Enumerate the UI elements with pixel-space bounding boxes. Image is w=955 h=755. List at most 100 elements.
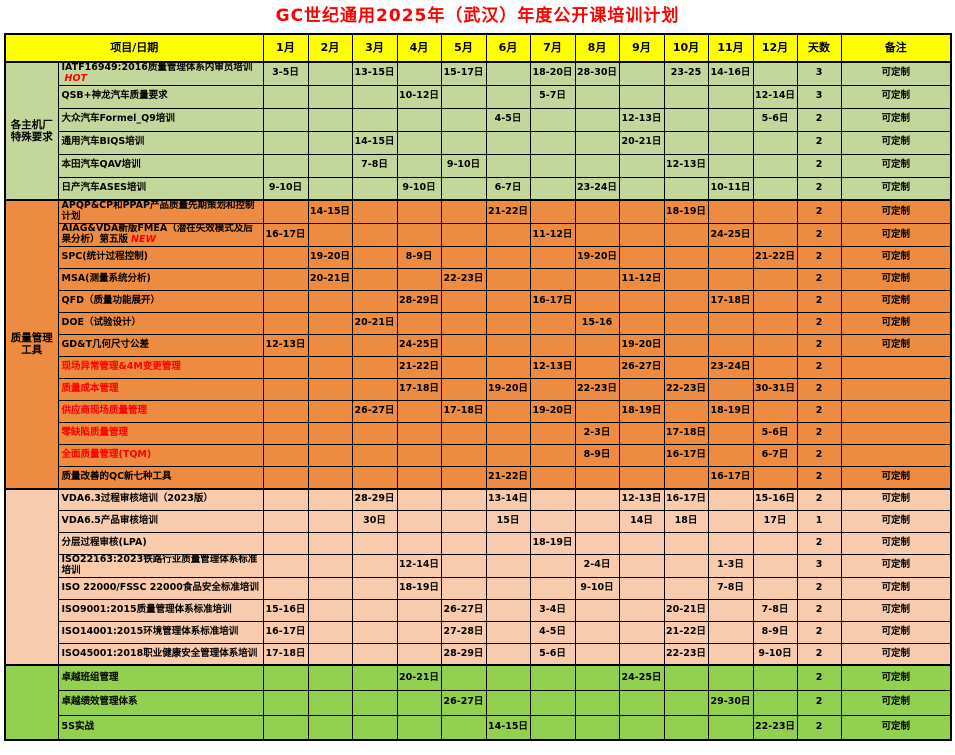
date-cell-month-8: 22-23日	[574, 378, 620, 402]
course-name-text: IATF16949:2016质量管理体系内审员培训	[61, 62, 253, 73]
date-cell-month-3: 28-29日	[351, 487, 398, 512]
date-cell-month-1	[262, 107, 309, 132]
date-cell-month-10	[663, 176, 709, 201]
date-cell-month-8	[574, 107, 620, 132]
date-cell-month-10	[663, 532, 709, 556]
date-cell-month-4	[396, 466, 442, 490]
date-cell-month-2	[307, 487, 353, 512]
date-cell-month-8	[574, 84, 620, 109]
date-cell-month-5: 17-18日	[440, 400, 487, 424]
date-cell-month-2	[307, 689, 353, 716]
date-cell-month-11	[707, 199, 754, 225]
course-name-cell: ISO45001:2018职业健康安全管理体系培训	[57, 642, 264, 666]
date-cell-month-5	[440, 84, 487, 109]
date-cell-month-11	[707, 444, 754, 468]
remark-cell: 可定制	[840, 714, 952, 741]
date-cell-month-1	[262, 714, 309, 741]
date-cell-month-6	[485, 532, 531, 556]
date-cell-month-4: 12-14日	[396, 554, 442, 578]
date-cell-month-4	[396, 60, 442, 86]
group-label-cell: 质量管理工具	[4, 199, 59, 490]
remark-cell: 可定制	[840, 60, 952, 86]
date-cell-month-12	[752, 689, 798, 716]
date-cell-month-3	[351, 576, 398, 600]
date-cell-month-5: 9-10日	[440, 153, 487, 178]
date-cell-month-2	[307, 84, 353, 109]
date-cell-month-1: 16-17日	[262, 620, 309, 644]
date-cell-month-7: 18-19日	[529, 532, 576, 556]
date-cell-month-9	[618, 199, 665, 225]
date-cell-month-9	[618, 714, 665, 741]
remark-cell: 可定制	[840, 487, 952, 512]
course-name-cell: 供应商现场质量管理	[57, 400, 264, 424]
date-cell-month-5	[440, 422, 487, 446]
date-cell-month-2	[307, 642, 353, 666]
date-cell-month-4	[396, 444, 442, 468]
date-cell-month-6	[485, 60, 531, 86]
date-cell-month-8	[574, 466, 620, 490]
course-name-cell: VDA6.3过程审核培训（2023版）	[57, 487, 264, 512]
date-cell-month-8: 8-9日	[574, 444, 620, 468]
table-row: DOE（试验设计） 20-21日 15-16 2 可定制	[5, 312, 952, 336]
remark-cell	[840, 356, 952, 380]
date-cell-month-3	[351, 107, 398, 132]
date-cell-month-9: 18-19日	[618, 400, 665, 424]
days-cell: 2	[796, 334, 842, 358]
date-cell-month-7	[529, 689, 576, 716]
date-cell-month-10: 17-18日	[663, 422, 709, 446]
course-name-cell: QSB+神龙汽车质量要求	[57, 84, 264, 109]
date-cell-month-1	[262, 532, 309, 556]
table-row: 零缺陷质量管理 2-3日 17-18日 5-6日 2	[5, 422, 952, 446]
date-cell-month-7	[529, 130, 576, 155]
date-cell-month-9	[618, 576, 665, 600]
days-cell: 2	[796, 714, 842, 741]
course-name-cell: ISO 22000/FSSC 22000食品安全标准培训	[57, 576, 264, 600]
course-name-text: MSA(测量系统分析)	[61, 273, 151, 285]
date-cell-month-8	[574, 268, 620, 292]
date-cell-month-4	[396, 532, 442, 556]
date-cell-month-8	[574, 620, 620, 644]
date-cell-month-3	[351, 554, 398, 578]
course-name-text: 卓越绩效管理体系	[61, 696, 138, 708]
date-cell-month-8: 2-4日	[574, 554, 620, 578]
date-cell-month-1	[262, 422, 309, 446]
date-cell-month-7: 18-20日	[529, 60, 576, 86]
course-name-cell: GD&T几何尺寸公差	[57, 334, 264, 358]
date-cell-month-2	[307, 130, 353, 155]
date-cell-month-4	[396, 620, 442, 644]
date-cell-month-9	[618, 466, 665, 490]
days-cell: 2	[796, 130, 842, 155]
course-name-cell: 卓越班组管理	[57, 664, 264, 691]
date-cell-month-10	[663, 84, 709, 109]
date-cell-month-5	[440, 223, 487, 248]
date-cell-month-11	[707, 312, 754, 336]
table-row: 5S实战 14-15日 22-23日 2 可定制	[5, 714, 952, 741]
date-cell-month-2: 19-20日	[307, 246, 353, 270]
remark-cell	[840, 444, 952, 468]
course-name-cell: ISO14001:2015环境管理体系标准培训	[57, 620, 264, 644]
table-row: GD&T几何尺寸公差 12-13日 24-25日 19-20日 2 可定制	[5, 334, 952, 358]
days-cell: 3	[796, 60, 842, 86]
remark-cell: 可定制	[840, 689, 952, 716]
date-cell-month-4	[396, 268, 442, 292]
date-cell-month-11	[707, 487, 754, 512]
date-cell-month-5: 26-27日	[440, 689, 487, 716]
date-cell-month-6: 4-5日	[485, 107, 531, 132]
date-cell-month-6	[485, 642, 531, 666]
date-cell-month-11	[707, 714, 754, 741]
group-label-cell	[4, 664, 59, 741]
course-name-text: 全面质量管理(TQM)	[61, 449, 152, 461]
date-cell-month-3	[351, 422, 398, 446]
date-cell-month-9: 12-13日	[618, 107, 665, 132]
days-cell: 2	[796, 199, 842, 225]
schedule-body: 各主机厂特殊要求 IATF16949:2016质量管理体系内审员培训HOT 3-5日…	[4, 60, 952, 741]
date-cell-month-11: 10-11日	[707, 176, 754, 201]
date-cell-month-10	[663, 290, 709, 314]
date-cell-month-12	[752, 312, 798, 336]
remark-cell: 可定制	[840, 84, 952, 109]
date-cell-month-8	[574, 487, 620, 512]
date-cell-month-12: 15-16日	[752, 487, 798, 512]
date-cell-month-5	[440, 510, 487, 534]
date-cell-month-7	[529, 554, 576, 578]
days-cell: 2	[796, 664, 842, 691]
